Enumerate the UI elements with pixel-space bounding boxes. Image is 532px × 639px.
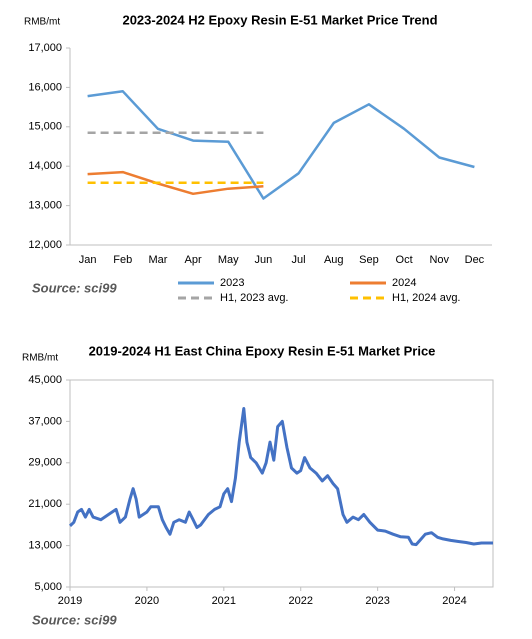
y-tick-label: 5,000	[34, 581, 62, 593]
x-tick-label: Mar	[148, 254, 167, 266]
x-tick-label: May	[218, 254, 239, 266]
x-tick-label: Feb	[113, 254, 132, 266]
y-tick-label: 14,000	[28, 160, 62, 172]
y-tick-label: 29,000	[28, 457, 62, 469]
x-tick-label: 2024	[442, 595, 466, 607]
legend-label: H1, 2024 avg.	[392, 292, 461, 304]
legend-label: 2023	[220, 277, 244, 289]
y-axis-label: RMB/mt	[22, 353, 58, 364]
x-tick-label: Aug	[324, 254, 344, 266]
x-tick-label: Oct	[396, 254, 413, 266]
x-tick-label: 2019	[58, 595, 82, 607]
chart-title: 2019-2024 H1 East China Epoxy Resin E-51…	[89, 343, 436, 358]
x-tick-label: Jun	[255, 254, 273, 266]
x-tick-label: 2021	[212, 595, 236, 607]
x-tick-label: Jul	[292, 254, 306, 266]
x-tick-label: Nov	[429, 254, 449, 266]
y-axis-label: RMB/mt	[24, 17, 60, 28]
chart-title: 2023-2024 H2 Epoxy Resin E-51 Market Pri…	[122, 12, 437, 27]
x-tick-label: 2023	[365, 595, 389, 607]
legend-label: 2024	[392, 277, 416, 289]
y-tick-label: 21,000	[28, 498, 62, 510]
plot-border	[69, 379, 494, 588]
legend-label: H1, 2023 avg.	[220, 292, 289, 304]
y-tick-label: 15,000	[28, 121, 62, 133]
line-series	[68, 407, 493, 547]
line-series	[87, 90, 475, 200]
source: Source: sci99	[32, 612, 117, 627]
y-tick-label: 13,000	[28, 200, 62, 212]
y-tick-label: 17,000	[28, 42, 62, 54]
line-series	[87, 170, 264, 196]
y-tick-label: 12,000	[28, 239, 62, 251]
y-tick-label: 45,000	[28, 374, 62, 386]
x-tick-label: Apr	[185, 254, 202, 266]
y-tick-label: 13,000	[28, 540, 62, 552]
x-tick-label: Dec	[465, 254, 485, 266]
x-tick-label: 2020	[135, 595, 159, 607]
y-tick-label: 37,000	[28, 415, 62, 427]
y-tick-label: 16,000	[28, 81, 62, 93]
source: Source: sci99	[32, 280, 117, 295]
x-tick-label: Jan	[79, 254, 97, 266]
x-tick-label: Sep	[359, 254, 379, 266]
x-tick-label: 2022	[288, 595, 312, 607]
